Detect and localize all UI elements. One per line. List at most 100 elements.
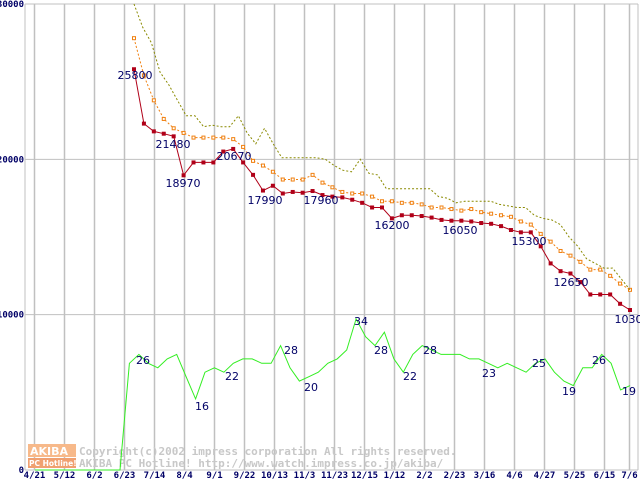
series-layer xyxy=(35,3,632,471)
marker-price-avg xyxy=(251,158,256,163)
marker-price-avg xyxy=(161,116,166,121)
count-data-label: 28 xyxy=(374,344,388,357)
marker-price-avg xyxy=(449,207,454,212)
count-data-label: 19 xyxy=(562,385,576,398)
price-data-label: 10300 xyxy=(615,313,640,326)
marker-price-min xyxy=(211,160,216,165)
marker-price-min xyxy=(439,217,444,222)
count-data-label: 34 xyxy=(354,315,368,328)
price-data-label: 16050 xyxy=(443,224,478,237)
count-data-label: 22 xyxy=(225,370,239,383)
marker-price-avg xyxy=(310,172,315,177)
marker-price-avg xyxy=(459,208,464,213)
marker-price-min xyxy=(201,160,206,165)
x-tick-label: 4/6 xyxy=(506,471,522,480)
marker-price-min xyxy=(191,160,196,165)
marker-price-min xyxy=(409,213,414,218)
marker-price-avg xyxy=(171,126,176,131)
count-data-label: 26 xyxy=(592,354,606,367)
marker-price-avg xyxy=(508,214,513,219)
marker-price-min xyxy=(280,191,285,196)
x-tick-label: 7/6 xyxy=(621,471,637,480)
x-tick-label: 11/23 xyxy=(321,471,348,480)
marker-price-avg xyxy=(628,287,632,292)
marker-price-min xyxy=(310,189,315,194)
marker-price-avg xyxy=(489,211,494,216)
price-data-label: 16200 xyxy=(375,219,410,232)
y-tick-label: 10000 xyxy=(0,311,24,321)
marker-price-min xyxy=(538,244,543,249)
marker-price-min xyxy=(260,188,265,193)
x-axis-ticks: 4/21 5/12 6/2 6/23 7/14 8/4 9/1 9/22 10/13 11/3 11… xyxy=(24,471,638,480)
marker-price-avg xyxy=(360,191,365,196)
x-tick-label: 12/15 xyxy=(351,471,378,480)
y-tick-label: 20000 xyxy=(0,155,24,165)
x-tick-label: 9/1 xyxy=(206,471,222,480)
marker-price-avg xyxy=(439,205,444,210)
marker-price-min xyxy=(389,216,394,221)
marker-price-min xyxy=(360,200,365,205)
marker-price-avg xyxy=(608,273,613,278)
marker-price-avg xyxy=(231,137,236,142)
marker-price-avg xyxy=(320,180,325,185)
price-data-label: 12650 xyxy=(554,276,589,289)
marker-price-min xyxy=(171,134,176,139)
marker-price-min xyxy=(151,129,156,134)
marker-price-min xyxy=(399,213,404,218)
x-tick-label: 9/22 xyxy=(234,471,256,480)
marker-price-min xyxy=(548,261,553,266)
count-data-label: 26 xyxy=(136,354,150,367)
count-data-label: 28 xyxy=(423,344,437,357)
y-axis-ticks: 30000 20000 10000 0 xyxy=(0,0,24,476)
marker-price-avg xyxy=(330,185,335,190)
marker-price-avg xyxy=(399,200,404,205)
y-tick-label: 0 xyxy=(19,466,24,476)
x-tick-label: 4/27 xyxy=(534,471,556,480)
marker-price-avg xyxy=(479,210,484,215)
x-tick-label: 11/3 xyxy=(294,471,316,480)
logo-bottom-text: PC Hotline! xyxy=(29,459,77,468)
series-line-shop-count xyxy=(35,317,631,471)
marker-price-min xyxy=(489,221,494,226)
x-tick-label: 1/12 xyxy=(384,471,406,480)
marker-price-avg xyxy=(588,267,593,272)
marker-price-avg xyxy=(429,205,434,210)
x-tick-label: 10/13 xyxy=(261,471,288,480)
marker-price-min xyxy=(588,292,593,297)
marker-price-min xyxy=(231,146,236,151)
marker-price-avg xyxy=(578,259,583,264)
marker-price-avg xyxy=(538,231,543,236)
site-text: AKIBA PC Hotline! http://www.watch.impre… xyxy=(79,457,444,470)
marker-price-avg xyxy=(290,177,295,182)
marker-price-min xyxy=(508,228,513,233)
data-labels: 25800 21480 18970 20670 17990 17960 16200 16050… xyxy=(118,69,640,413)
marker-price-min xyxy=(141,121,146,126)
x-tick-label: 7/14 xyxy=(144,471,166,480)
series-line-price-max xyxy=(133,3,631,291)
marker-price-avg xyxy=(132,36,136,41)
count-data-label: 22 xyxy=(403,370,417,383)
watermark: AKIBA PC Hotline! Copyright(c)2002 impre… xyxy=(28,444,457,470)
series-line-price-min xyxy=(133,69,631,311)
marker-price-min xyxy=(181,173,186,178)
price-data-label: 18970 xyxy=(166,177,201,190)
marker-price-min xyxy=(370,205,375,210)
marker-price-min xyxy=(340,195,345,200)
marker-price-avg xyxy=(618,281,623,286)
price-data-label: 17990 xyxy=(248,194,283,207)
marker-price-min xyxy=(598,292,603,297)
marker-price-min xyxy=(518,230,523,235)
marker-price-avg xyxy=(370,194,375,199)
y-tick-label: 30000 xyxy=(0,0,24,10)
logo-bottom-box xyxy=(28,458,76,468)
marker-price-avg xyxy=(389,199,394,204)
marker-price-min xyxy=(469,219,474,224)
marker-price-min xyxy=(270,183,275,188)
marker-price-avg xyxy=(350,191,355,196)
price-data-label: 20670 xyxy=(217,150,252,163)
marker-price-avg xyxy=(191,135,196,140)
marker-price-min xyxy=(380,205,384,210)
marker-price-avg xyxy=(528,222,533,227)
price-data-label: 17960 xyxy=(304,194,339,207)
marker-price-min xyxy=(578,280,583,285)
